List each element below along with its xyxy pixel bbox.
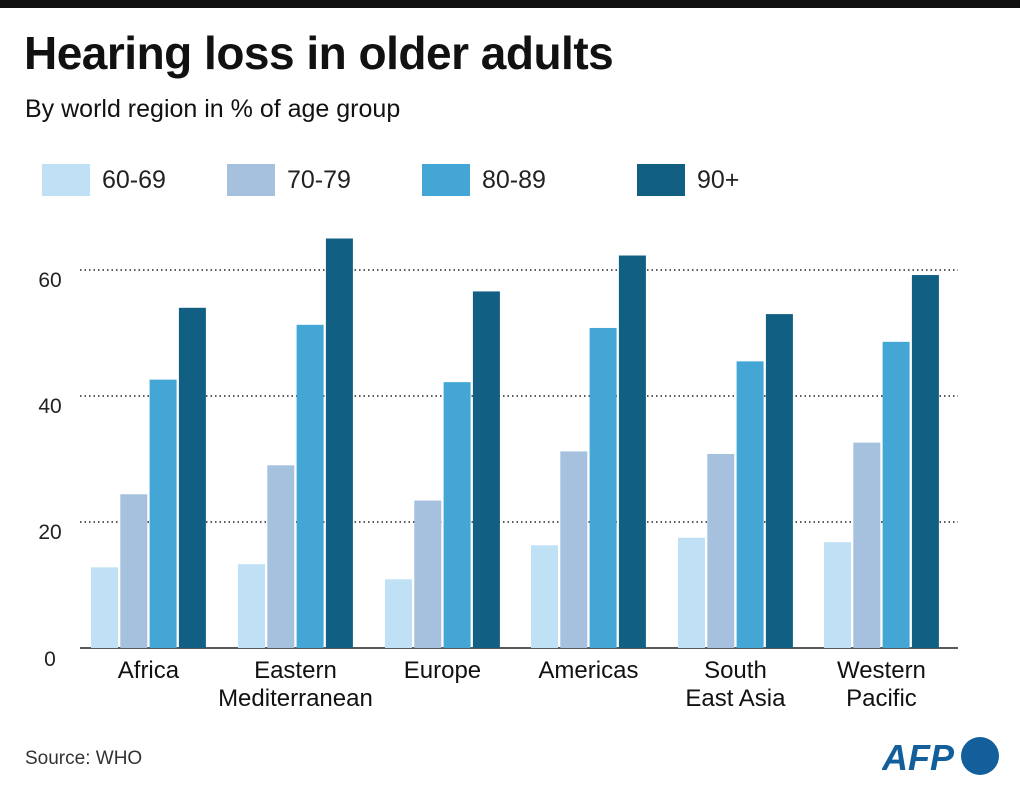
y-tick-label-40: 40 [38,395,61,418]
bar-4-3 [765,314,793,648]
x-tick-label-line: Europe [404,657,481,684]
x-tick-label-line: Western [837,657,926,684]
legend-label-90-plus: 90+ [697,165,740,194]
chart-title: Hearing loss in older adults [24,27,614,79]
chart-subtitle: By world region in % of age group [25,95,401,123]
x-tick-label-line: Eastern [254,657,337,684]
bar-1-1 [267,465,295,648]
bar-0-1 [120,494,148,648]
x-tick-label-line: South [704,657,767,684]
bar-3-0 [531,545,558,648]
bar-2-2 [443,382,471,648]
legend-item-60-69: 60-69 [42,164,166,196]
bar-4-1 [707,453,735,648]
legend-item-70-79: 70-79 [227,164,351,196]
bar-1-0 [238,564,265,648]
bar-0-3 [178,307,206,648]
bar-1-2 [296,324,324,648]
afp-logo: AFP [882,737,999,777]
x-tick-label-2: Europe [404,657,481,684]
legend-label-60-69: 60-69 [102,165,166,194]
x-tick-label-line: Americas [538,657,638,684]
top-rule [0,0,1020,8]
bar-5-2 [882,341,910,648]
y-tick-label-20: 20 [38,521,61,544]
legend-swatch-70-79 [227,164,275,196]
bar-0-2 [149,379,177,648]
bar-2-1 [414,500,442,648]
bar-1-3 [325,238,353,648]
bar-2-3 [472,291,500,648]
afp-logo-text: AFP [882,737,955,777]
x-tick-label-1: Eastern Mediterranean [218,657,373,712]
legend-label-80-89: 80-89 [482,165,546,194]
source-note: Source: WHO [25,748,143,769]
bar-3-3 [618,255,646,648]
x-tick-label-line: Pacific [846,685,917,712]
bar-4-0 [678,537,705,648]
x-tick-label-line: East Asia [685,685,786,712]
x-tick-label-3: Americas [538,657,638,684]
legend-item-90-plus: 90+ [637,164,739,196]
x-tick-label-0: Africa [118,657,180,684]
bar-5-3 [911,275,939,648]
x-tick-label-5: Western Pacific [837,657,926,712]
bar-2-0 [385,579,412,648]
x-tick-label-4: South East Asia [685,657,786,712]
legend-swatch-60-69 [42,164,90,196]
afp-logo-circle [961,737,999,775]
legend-swatch-80-89 [422,164,470,196]
bar-3-1 [560,451,588,648]
x-tick-label-line: Mediterranean [218,685,373,712]
x-tick-label-line: Africa [118,657,180,684]
legend-label-70-79: 70-79 [287,165,351,194]
y-tick-label-60: 60 [38,269,61,292]
bar-3-2 [589,327,617,648]
bar-4-2 [736,361,764,648]
legend-swatch-90-plus [637,164,685,196]
legend-item-80-89: 80-89 [422,164,546,196]
y-tick-label-0: 0 [44,648,56,671]
bar-0-0 [91,567,118,648]
bar-5-0 [824,542,851,648]
bar-5-1 [853,442,881,648]
